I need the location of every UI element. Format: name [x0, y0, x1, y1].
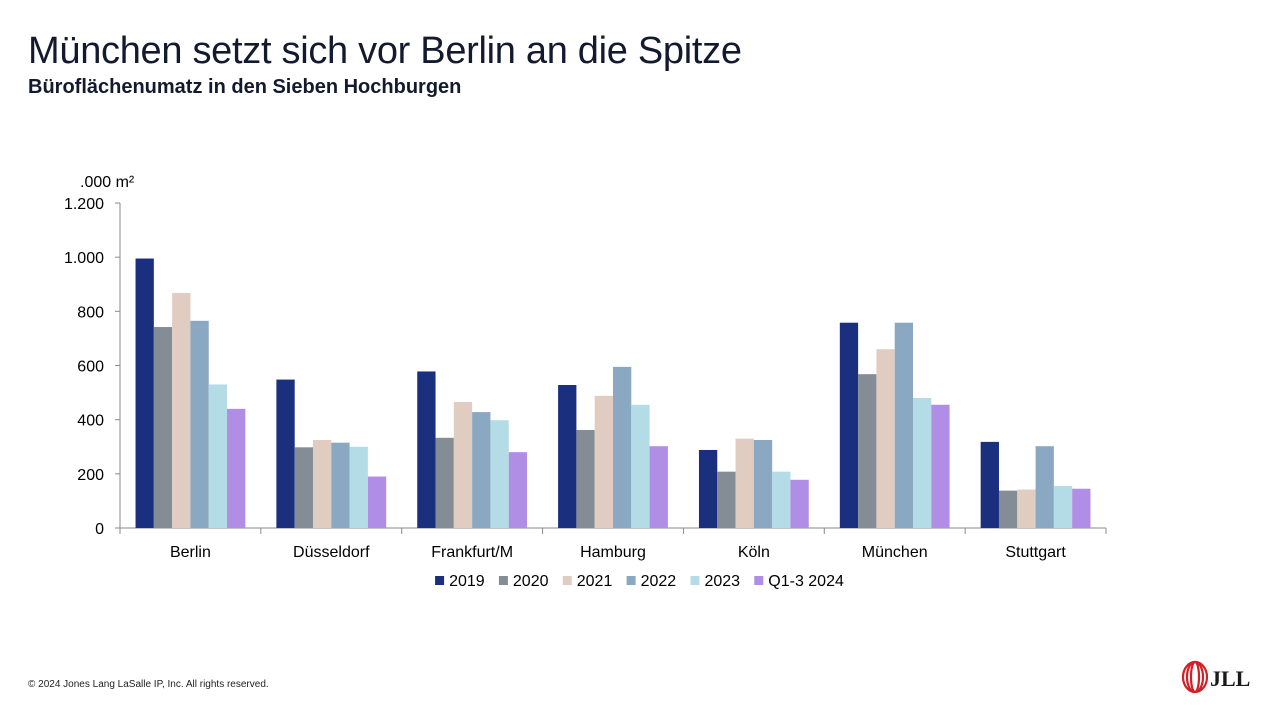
bar — [631, 404, 650, 528]
bar — [417, 371, 436, 528]
legend: 2019 2020 2021 2022 2023 Q1-3 2024 — [435, 573, 844, 590]
y-tick-label: 0 — [95, 521, 104, 538]
jll-logo-text: JLL — [1210, 666, 1250, 691]
legend-swatch — [562, 576, 572, 585]
bar — [331, 442, 350, 528]
bar — [876, 349, 895, 528]
legend-label: 2020 — [513, 573, 549, 590]
legend-swatch — [498, 576, 508, 585]
legend-swatch — [435, 576, 445, 585]
y-tick-label: 400 — [77, 413, 104, 430]
bar — [490, 420, 509, 528]
bar — [227, 408, 246, 528]
x-tick-label: München — [862, 544, 928, 561]
y-tick-label: 1.000 — [64, 250, 104, 267]
bar — [576, 429, 595, 528]
y-tick-label: 600 — [77, 359, 104, 376]
y-tick-label: 200 — [77, 467, 104, 484]
bar — [1035, 446, 1054, 528]
bar — [558, 385, 577, 528]
x-tick-label: Stuttgart — [1005, 544, 1066, 561]
bar — [1053, 486, 1073, 528]
bar — [367, 476, 387, 528]
bar — [753, 439, 773, 528]
bar — [349, 446, 368, 528]
bar — [931, 404, 950, 528]
bar — [998, 490, 1018, 529]
copyright-notice: © 2024 Jones Lang LaSalle IP, Inc. All r… — [28, 679, 269, 690]
bar — [294, 447, 313, 528]
x-tick-label: Köln — [738, 544, 770, 561]
page-subtitle: Büroflächenumatz in den Sieben Hochburge… — [28, 76, 462, 98]
bar — [1072, 488, 1091, 528]
x-tick-label: Hamburg — [580, 544, 646, 561]
bar — [312, 439, 332, 528]
bar-chart: .000 m² 0 200 400 600 800 1.000 1.200 Berlin Düss… — [64, 174, 1107, 590]
jll-emblem-icon — [1181, 660, 1209, 694]
jll-logo: JLL — [1181, 660, 1250, 694]
bar — [453, 402, 473, 528]
legend-label: 2023 — [704, 573, 740, 590]
bar — [435, 437, 454, 528]
bar — [717, 471, 736, 528]
x-tick-label: Berlin — [170, 544, 211, 561]
page-title: München setzt sich vor Berlin an die Spi… — [28, 30, 742, 72]
bar — [698, 450, 718, 528]
legend-swatch — [626, 576, 636, 585]
bar — [472, 412, 491, 528]
bar — [839, 322, 859, 528]
bar — [208, 384, 228, 528]
x-tick-label: Frankfurt/M — [431, 544, 513, 561]
legend-label: 2019 — [449, 573, 485, 590]
bar — [613, 366, 632, 528]
bar — [649, 446, 668, 528]
plot-area: .000 m² 0 200 400 600 800 1.000 1.200 Berlin Düss… — [64, 174, 1107, 561]
bar — [1017, 489, 1036, 528]
legend-swatch — [690, 576, 700, 585]
bar — [790, 479, 809, 528]
y-axis-label: .000 m² — [80, 174, 135, 191]
y-tick-label: 800 — [77, 304, 104, 321]
bar — [135, 258, 154, 528]
legend-label: 2022 — [641, 573, 677, 590]
legend-swatch — [754, 576, 764, 585]
bar — [735, 438, 754, 529]
bar — [980, 441, 999, 529]
bar — [772, 471, 791, 528]
bar — [190, 320, 209, 528]
y-tick-label: 1.200 — [64, 196, 104, 213]
bar — [172, 292, 191, 528]
bar — [153, 327, 173, 528]
x-tick-label: Düsseldorf — [293, 544, 370, 561]
legend-label: 2021 — [577, 573, 613, 590]
legend-label: Q1-3 2024 — [768, 573, 844, 590]
bar — [276, 379, 295, 528]
bar — [894, 322, 914, 528]
bar — [508, 452, 528, 528]
bar — [594, 395, 613, 528]
bar — [858, 374, 877, 528]
bar — [913, 398, 932, 528]
